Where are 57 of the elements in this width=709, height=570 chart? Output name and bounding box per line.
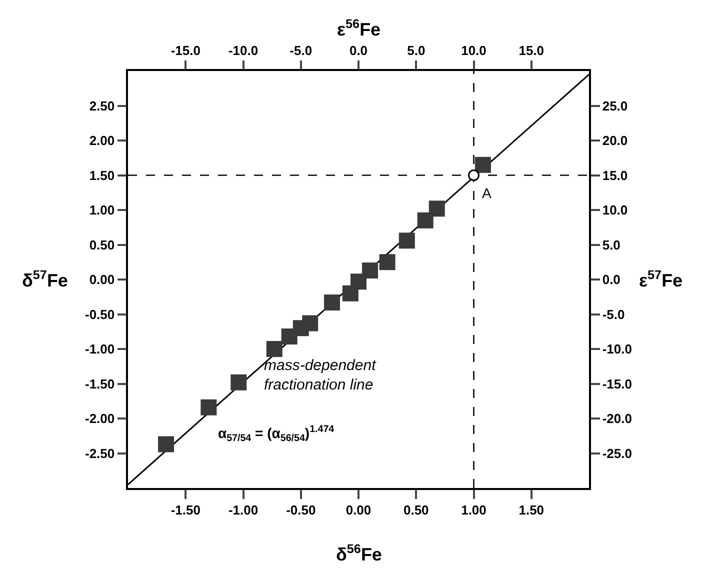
point [468,170,480,181]
y-tick-label: 0.00 [89,272,115,288]
annotation: mass-dependent fractionation line [264,357,377,394]
x-tick-label: -1.00 [228,502,258,518]
x2-axis-title: ε$^{56}$Fe [337,17,381,40]
point [200,399,217,416]
x2-tick-label: 5.0 [407,43,426,58]
y2-tick-label: 20.0 [602,133,628,148]
point [474,156,491,173]
x-tick-label: 1.50 [518,502,544,518]
point [324,294,340,310]
point [379,254,396,270]
y-tick-label: 1.00 [89,202,115,218]
y2-tick-label: -5.0 [602,306,625,322]
y2-tick-label: 25.0 [602,98,628,114]
point [350,274,366,290]
x-axis-title: δ$^{56}$Fe [336,542,382,565]
y2-tick-label: 0.0 [602,272,620,288]
y2-tick-label: 15.0 [602,168,628,183]
y-tick-label: -0.50 [85,306,115,322]
x2-tick-label: 15.0 [518,43,544,58]
x2-tick-label: -5.0 [290,43,312,58]
x-tick-label: 1.00 [461,502,486,518]
y-tick-label: -1.50 [85,376,115,392]
annotation: A [482,185,492,201]
point [362,262,378,278]
y2-axis-title: ε$^{57}$Fe [639,268,683,291]
y2-tick-label: -20.0 [602,411,632,426]
point [266,341,282,357]
point [230,374,247,390]
annotation: α$_{57/54}$ = (α$_{56/54}$)$^{1.474}$ [218,424,335,444]
x2-tick-label: 10.0 [461,43,486,58]
x-tick-label: -0.50 [286,502,316,518]
y-axis-title: δ$^{57}$Fe [22,268,68,291]
x2-tick-label: -15.0 [170,43,200,58]
x2-tick-label: 0.0 [349,43,368,58]
y2-tick-label: 10.0 [602,202,628,218]
x-tick-label: -1.50 [170,502,200,518]
y-tick-label: -2.00 [85,411,115,426]
point [398,232,415,249]
y2-tick-label: -25.0 [602,446,632,461]
y2-tick-label: -15.0 [602,376,632,392]
x-tick-label: 0.50 [403,502,429,518]
x-tick-label: 0.00 [346,502,372,518]
point [302,315,318,332]
point [158,436,174,452]
y-tick-label: 2.50 [89,98,115,114]
y-tick-label: -1.00 [85,342,115,357]
y-tick-label: 1.50 [89,168,115,183]
point [417,212,434,228]
point [428,200,445,217]
y2-tick-label: -10.0 [602,342,632,357]
y-tick-label: 2.00 [89,133,115,148]
x2-tick-label: -10.0 [228,43,258,58]
y2-tick-label: 5.0 [602,237,620,252]
y-tick-label: 0.50 [89,237,115,252]
y-tick-label: -2.50 [85,446,115,461]
